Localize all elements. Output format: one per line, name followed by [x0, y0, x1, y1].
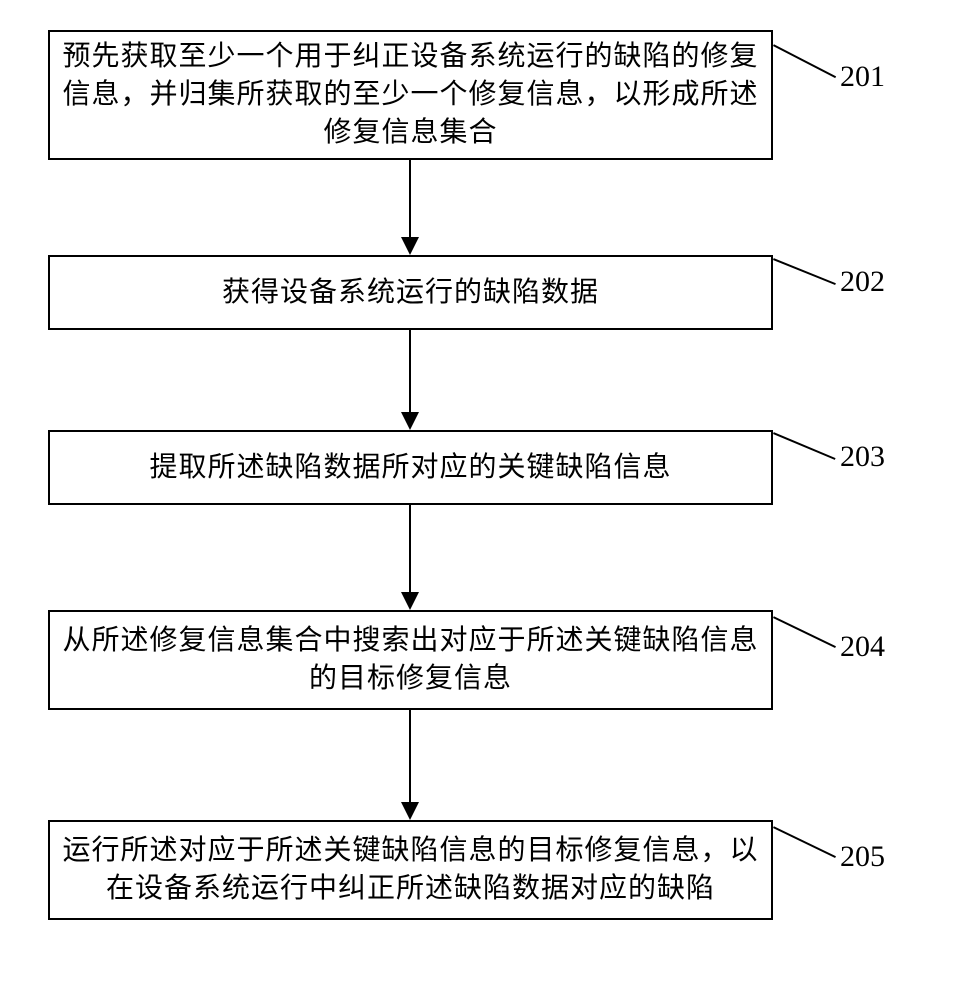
arrow-head-2 — [401, 592, 419, 610]
step-label-201: 201 — [840, 60, 885, 94]
step-text-202: 获得设备系统运行的缺陷数据 — [222, 274, 599, 312]
step-label-204: 204 — [840, 630, 885, 664]
leader-line-204 — [773, 616, 836, 648]
leader-line-203 — [773, 432, 836, 460]
step-text-201: 预先获取至少一个用于纠正设备系统运行的缺陷的修复信息，并归集所获取的至少一个修复… — [62, 38, 759, 151]
step-text-203: 提取所述缺陷数据所对应的关键缺陷信息 — [149, 449, 671, 487]
step-text-205: 运行所述对应于所述关键缺陷信息的目标修复信息，以在设备系统运行中纠正所述缺陷数据… — [62, 832, 759, 908]
step-box-203: 提取所述缺陷数据所对应的关键缺陷信息 — [48, 430, 773, 505]
step-text-204: 从所述修复信息集合中搜索出对应于所述关键缺陷信息的目标修复信息 — [62, 622, 759, 698]
arrow-line-1 — [409, 330, 411, 412]
arrow-head-1 — [401, 412, 419, 430]
arrow-line-2 — [409, 505, 411, 592]
arrow-line-0 — [409, 160, 411, 237]
leader-line-201 — [773, 44, 836, 78]
arrow-line-3 — [409, 710, 411, 802]
arrow-head-3 — [401, 802, 419, 820]
arrow-head-0 — [401, 237, 419, 255]
flowchart-canvas: 预先获取至少一个用于纠正设备系统运行的缺陷的修复信息，并归集所获取的至少一个修复… — [0, 0, 959, 1000]
step-box-201: 预先获取至少一个用于纠正设备系统运行的缺陷的修复信息，并归集所获取的至少一个修复… — [48, 30, 773, 160]
leader-line-202 — [773, 258, 836, 285]
step-label-203: 203 — [840, 440, 885, 474]
step-box-204: 从所述修复信息集合中搜索出对应于所述关键缺陷信息的目标修复信息 — [48, 610, 773, 710]
step-label-205: 205 — [840, 840, 885, 874]
leader-line-205 — [773, 826, 836, 858]
step-box-202: 获得设备系统运行的缺陷数据 — [48, 255, 773, 330]
step-box-205: 运行所述对应于所述关键缺陷信息的目标修复信息，以在设备系统运行中纠正所述缺陷数据… — [48, 820, 773, 920]
step-label-202: 202 — [840, 265, 885, 299]
